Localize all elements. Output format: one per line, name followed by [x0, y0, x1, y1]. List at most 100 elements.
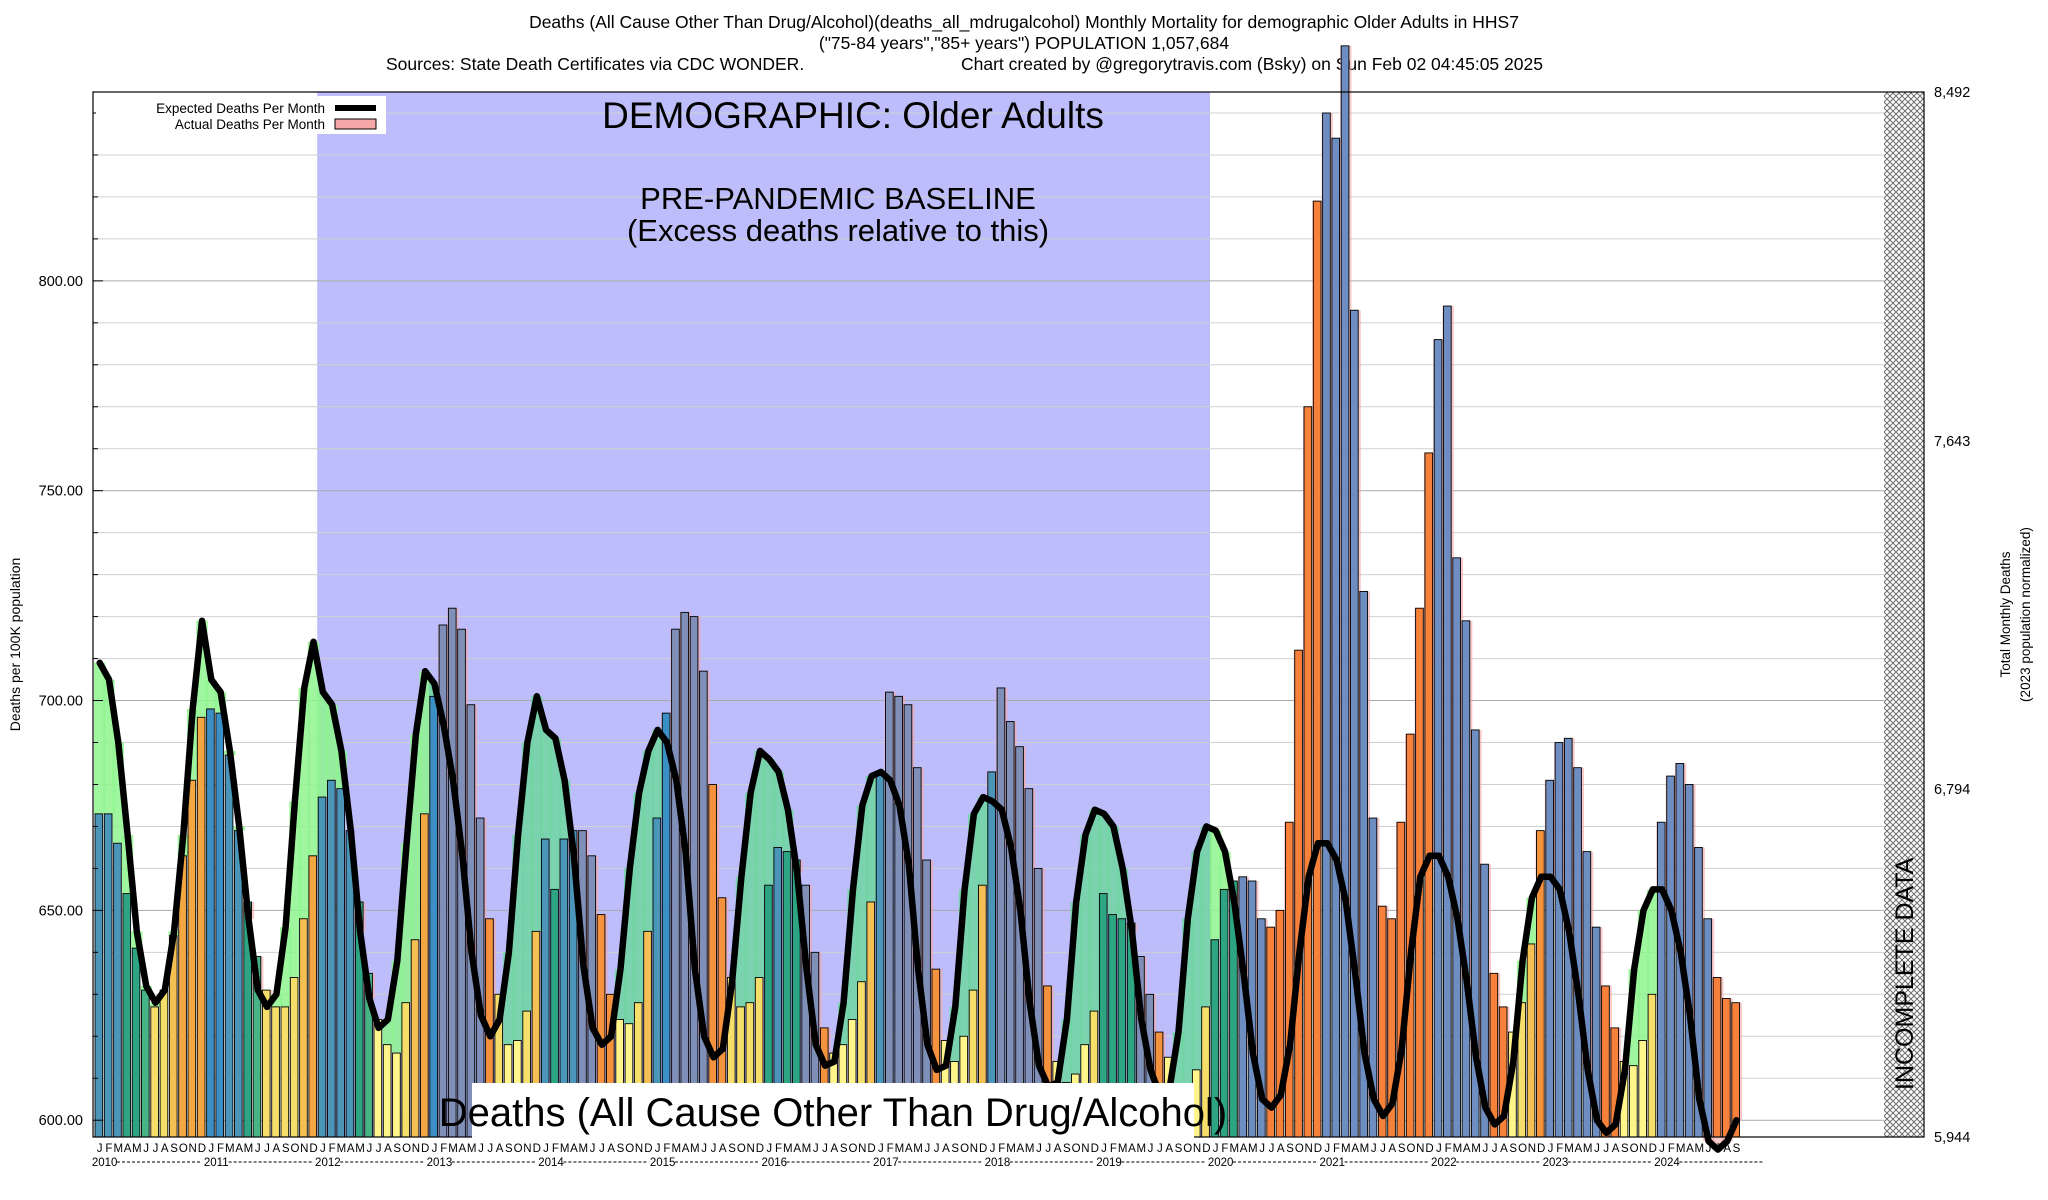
x-month-label: S: [1509, 1143, 1517, 1155]
deficit-fill: [1182, 918, 1194, 1104]
deficit-fill: [1070, 901, 1082, 1075]
x-month-label: S: [505, 1143, 513, 1155]
x-month-label: J: [366, 1143, 372, 1155]
x-month-label: J: [543, 1143, 549, 1155]
bar-month: [1629, 1065, 1638, 1138]
x-month-label: M: [467, 1143, 477, 1155]
deficit-fill: [196, 620, 208, 718]
bar-month: [113, 842, 122, 1138]
x-month-label: S: [1398, 1143, 1406, 1155]
x-month-label: J: [599, 1143, 605, 1155]
x-month-label: M: [1694, 1143, 1704, 1155]
x-month-label: F: [887, 1143, 894, 1155]
bar-month: [1722, 998, 1731, 1138]
x-month-label: S: [170, 1143, 178, 1155]
deficit-fill: [503, 952, 515, 1045]
x-month-label: J: [711, 1143, 717, 1155]
x-month-label: D: [979, 1143, 987, 1155]
bar-month: [1638, 1040, 1647, 1138]
deficit-fill: [94, 662, 106, 814]
x-month-label: M: [1341, 1143, 1351, 1155]
x-month-label: J: [320, 1143, 326, 1155]
bar-month: [131, 947, 141, 1138]
bar-month: [987, 771, 996, 1138]
x-month-label: A: [1686, 1143, 1694, 1155]
deficit-fill: [1628, 969, 1640, 1066]
x-month-label: A: [1351, 1143, 1359, 1155]
deficit-fill: [307, 641, 320, 856]
x-month-label: J: [1594, 1143, 1600, 1155]
deficit-fill: [838, 1002, 850, 1045]
bar-month: [392, 1052, 401, 1138]
x-month-label: F: [1556, 1143, 1563, 1155]
x-month-label: S: [282, 1143, 290, 1155]
chart-title-line2: ("75-84 years","85+ years") POPULATION 1…: [818, 33, 1230, 53]
deficit-fill: [1061, 1019, 1073, 1083]
x-month-label: M: [578, 1143, 588, 1155]
x-month-label: M: [244, 1143, 254, 1155]
deficit-fill: [1117, 868, 1129, 919]
x-month-label: J: [701, 1143, 707, 1155]
deficit-fill: [958, 889, 971, 1037]
deficit-fill: [1172, 1032, 1185, 1087]
bar-month: [373, 1019, 383, 1138]
x-year-label: 2019: [1096, 1157, 1122, 1169]
x-year-label: 2015: [650, 1157, 676, 1169]
x-month-label: O: [1295, 1143, 1304, 1155]
credit-text: Chart created by @gregorytravis.com (Bsk…: [961, 54, 1543, 74]
x-month-label: A: [1575, 1143, 1583, 1155]
deficit-fill: [1210, 830, 1222, 940]
x-month-label: F: [217, 1143, 224, 1155]
bar-month: [215, 712, 225, 1138]
bar-month: [94, 813, 104, 1138]
x-month-label: J: [934, 1143, 940, 1155]
bar-month: [1554, 742, 1564, 1138]
deficit-fill: [624, 868, 636, 1024]
bar-month: [689, 616, 699, 1138]
x-month-label: N: [635, 1143, 643, 1155]
x-month-label: J: [1036, 1143, 1042, 1155]
x-month-label: D: [1314, 1143, 1322, 1155]
x-month-label: O: [1630, 1143, 1639, 1155]
deficit-fill: [763, 759, 775, 886]
x-month-label: J: [878, 1143, 884, 1155]
x-month-label: M: [1229, 1143, 1239, 1155]
x-month-label: F: [1221, 1143, 1228, 1155]
deficit-fill: [540, 729, 552, 840]
y2-axis-label: Total Monthly Deaths: [1998, 551, 2013, 677]
baseline-annotation-line1: PRE-PANDEMIC BASELINE: [640, 181, 1036, 216]
category-label-box: [472, 1083, 1194, 1138]
x-month-label: A: [793, 1143, 801, 1155]
x-month-label: M: [1118, 1143, 1128, 1155]
y-axis-left: 600.00 650.00 700.00 750.00 800.00: [39, 112, 103, 1129]
y-axis-label: Deaths per 100K population: [7, 558, 23, 732]
bar-month: [159, 989, 169, 1138]
x-month-label: A: [459, 1143, 467, 1155]
bar-month: [1526, 943, 1536, 1138]
deficit-fill: [633, 792, 645, 1003]
bar-month: [336, 788, 345, 1138]
baseline-annotation-line2: (Excess deaths relative to this): [627, 213, 1049, 248]
x-month-label: A: [1463, 1143, 1471, 1155]
x-month-label: A: [1612, 1143, 1620, 1155]
x-month-label: O: [402, 1143, 411, 1155]
bar-month: [894, 695, 903, 1138]
y-tick-label: 600.00: [39, 1113, 83, 1129]
bar-month: [1684, 784, 1694, 1138]
x-month-label: N: [1081, 1143, 1089, 1155]
x-month-label: J: [432, 1143, 438, 1155]
x-month-label: A: [1500, 1143, 1508, 1155]
x-month-label: S: [1063, 1143, 1071, 1155]
x-month-label: M: [132, 1143, 142, 1155]
legend-actual-swatch: [334, 118, 377, 130]
bar-month: [141, 989, 150, 1138]
bar-month: [317, 796, 327, 1138]
x-month-label: M: [1248, 1143, 1258, 1155]
bar-month: [289, 977, 299, 1138]
deficit-fill: [512, 834, 524, 1041]
deficit-fill: [735, 876, 747, 1007]
x-year-label: 2010: [92, 1157, 118, 1169]
x-month-label: A: [347, 1143, 355, 1155]
bar-month: [1601, 985, 1610, 1138]
